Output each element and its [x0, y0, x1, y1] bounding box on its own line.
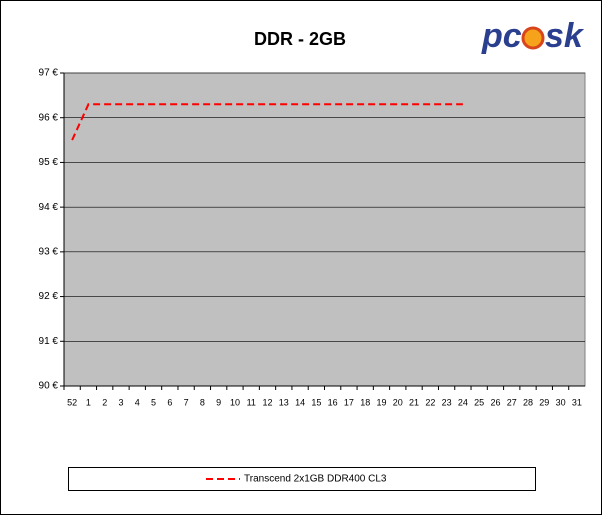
- x-tick-label: 7: [184, 397, 189, 407]
- x-tick-label: 18: [360, 397, 370, 407]
- x-tick-label: 3: [118, 397, 123, 407]
- x-tick-label: 10: [230, 397, 240, 407]
- data-line: [71, 103, 463, 141]
- y-tick-label: 94 €: [39, 202, 59, 213]
- x-tick-label: 20: [393, 397, 403, 407]
- x-tick-label: 24: [458, 397, 468, 407]
- x-tick-label: 19: [376, 397, 386, 407]
- x-tick-label: 15: [311, 397, 321, 407]
- x-tick-label: 11: [247, 397, 256, 407]
- plot-area: [63, 72, 586, 387]
- logo-flame: [521, 26, 545, 50]
- x-tick-label: 23: [442, 397, 452, 407]
- x-tick-label: 25: [474, 397, 484, 407]
- x-tick-label: 26: [490, 397, 500, 407]
- logo-right: sk: [545, 17, 585, 55]
- x-tick-label: 12: [263, 397, 273, 407]
- x-tick-label: 52: [67, 397, 77, 407]
- x-tick-label: 27: [507, 397, 517, 407]
- x-tick-label: 28: [523, 397, 533, 407]
- x-tick-label: 1: [86, 397, 91, 407]
- x-tick-label: 6: [167, 397, 172, 407]
- x-tick-label: 2: [102, 397, 107, 407]
- x-tick-label: 4: [135, 397, 140, 407]
- x-tick-label: 9: [216, 397, 221, 407]
- logo-left: pc: [481, 17, 522, 55]
- y-tick-label: 90 €: [39, 381, 59, 392]
- y-tick-label: 91 €: [39, 336, 59, 347]
- x-tick-label: 29: [539, 397, 549, 407]
- y-tick-label: 97 €: [39, 68, 59, 79]
- x-tick-label: 5: [151, 397, 156, 407]
- x-tick-label: 21: [409, 397, 419, 407]
- x-tick-label: 30: [556, 397, 566, 407]
- y-tick-label: 92 €: [39, 291, 59, 302]
- x-tick-label: 8: [200, 397, 205, 407]
- x-tick-label: 14: [295, 397, 305, 407]
- x-tick-label: 31: [572, 397, 582, 407]
- x-tick-label: 22: [425, 397, 435, 407]
- legend-box: [68, 467, 536, 491]
- legend-label: Transcend 2x1GB DDR400 CL3: [244, 474, 387, 485]
- x-tick-label: 17: [344, 397, 354, 407]
- y-tick-label: 96 €: [39, 112, 59, 123]
- chart-title: DDR - 2GB: [254, 29, 346, 49]
- x-tick-label: 13: [279, 397, 289, 407]
- y-tick-label: 95 €: [39, 157, 59, 168]
- logo: pc sk: [481, 17, 585, 55]
- y-tick-label: 93 €: [39, 246, 59, 257]
- x-tick-label: 16: [328, 397, 338, 407]
